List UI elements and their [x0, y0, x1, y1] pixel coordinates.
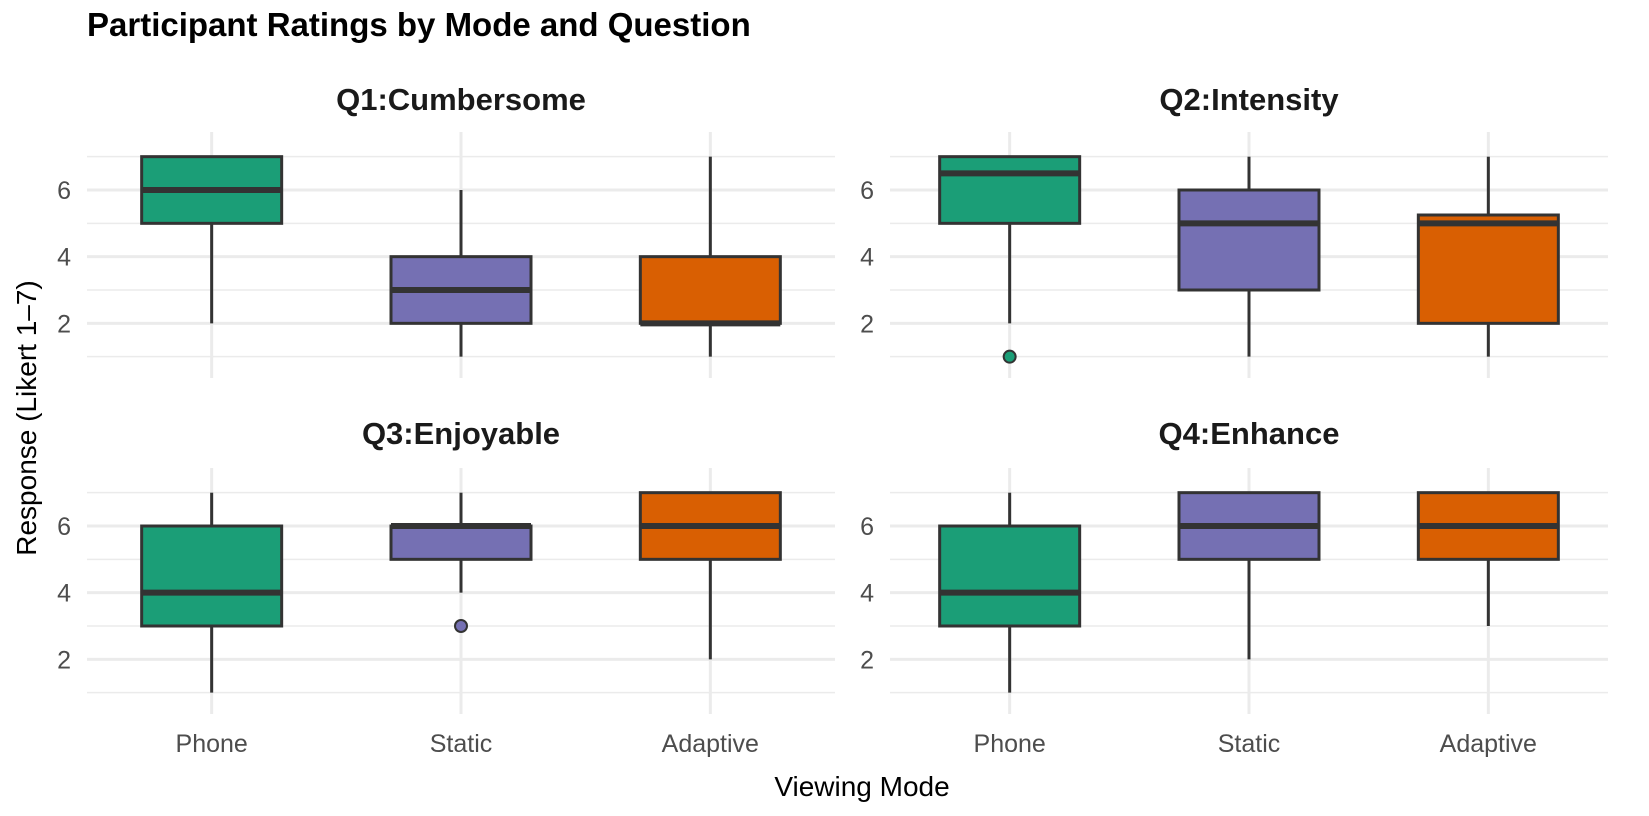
y-axis-title: Response (Likert 1–7)	[11, 280, 42, 555]
y-tick-label: 2	[860, 646, 874, 674]
box-phone	[938, 155, 1082, 225]
y-tick-label: 4	[57, 244, 71, 272]
x-tick-label: Static	[430, 730, 493, 758]
x-tick-label: Phone	[974, 730, 1046, 758]
x-tick-label: Adaptive	[1440, 730, 1537, 758]
box-static	[389, 524, 533, 561]
facet-panel: Q2:Intensity 2 4 6	[860, 82, 1608, 378]
box-adaptive	[1416, 213, 1560, 325]
y-tick-label: 2	[860, 310, 874, 338]
y-tick-label: 4	[860, 580, 874, 608]
panel-title: Q1:Cumbersome	[336, 82, 586, 117]
panel-title: Q3:Enjoyable	[362, 416, 560, 451]
outlier-point	[1002, 349, 1017, 364]
x-axis-title: Viewing Mode	[774, 771, 949, 802]
outlier-point	[454, 619, 468, 633]
facet-panel: Q3:Enjoyable 2 4 6 Phone Static Adaptive	[57, 416, 835, 758]
x-tick-label: Static	[1218, 730, 1281, 758]
y-tick-label: 6	[860, 177, 874, 205]
box-adaptive	[638, 255, 782, 325]
x-tick-label: Adaptive	[662, 730, 759, 758]
y-tick-label: 6	[57, 513, 71, 541]
panel-title: Q2:Intensity	[1159, 82, 1339, 117]
y-tick-label: 2	[57, 310, 71, 338]
x-tick-label: Phone	[176, 730, 248, 758]
y-tick-label: 6	[860, 513, 874, 541]
box-static	[1177, 188, 1321, 292]
facet-panel: Q1:Cumbersome 2 4 6	[57, 82, 835, 378]
panel-title: Q4:Enhance	[1159, 416, 1340, 451]
y-tick-label: 4	[860, 244, 874, 272]
box-phone	[938, 524, 1082, 628]
facet-panel: Q4:Enhance 2 4 6 Phone Static Adaptive	[860, 416, 1608, 758]
facet-panels: Q1:Cumbersome246Q2:Intensity246Q3:Enjoya…	[57, 82, 1608, 758]
y-tick-label: 6	[57, 177, 71, 205]
box-phone	[140, 524, 284, 628]
y-tick-label: 2	[57, 646, 71, 674]
y-tick-label: 4	[57, 580, 71, 608]
chart-title: Participant Ratings by Mode and Question	[87, 6, 751, 43]
